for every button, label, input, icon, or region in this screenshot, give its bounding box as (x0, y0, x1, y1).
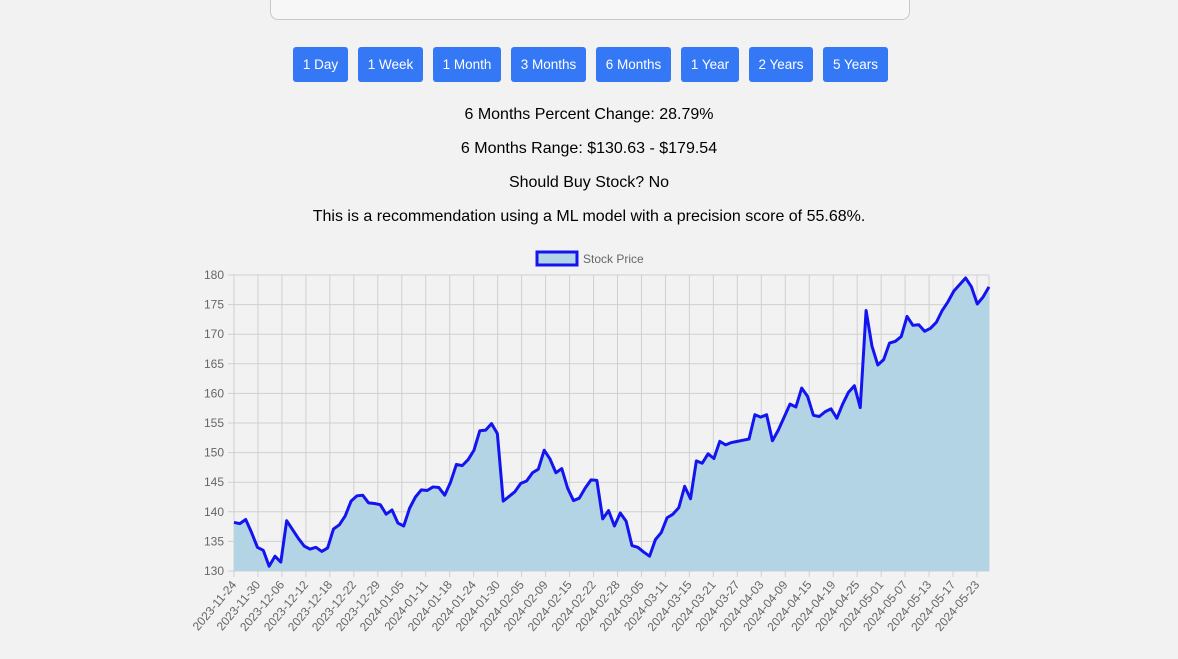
range-button-5-years[interactable]: 5 Years (823, 47, 888, 82)
search-input[interactable] (270, 0, 910, 20)
chart-legend[interactable]: Stock Price (535, 250, 644, 267)
range-button-1-day[interactable]: 1 Day (293, 47, 348, 82)
range-button-3-months[interactable]: 3 Months (511, 47, 586, 82)
price-line (233, 276, 991, 568)
y-tick-label: 160 (204, 386, 224, 400)
range-button-bar: 1 Day 1 Week 1 Month 3 Months 6 Months 1… (0, 47, 1178, 82)
range-button-1-year[interactable]: 1 Year (681, 47, 739, 82)
y-tick-label: 170 (204, 327, 224, 341)
range-button-6-months[interactable]: 6 Months (596, 47, 671, 82)
price-area-fill (234, 277, 989, 571)
y-tick-label: 165 (204, 357, 224, 371)
range-button-2-years[interactable]: 2 Years (749, 47, 813, 82)
y-axis: 130 135 140 145 150 155 160 165 170 175 180 (204, 268, 224, 578)
y-tick-label: 145 (204, 475, 224, 489)
y-tick-label: 130 (204, 564, 224, 578)
y-tick-label: 180 (204, 268, 224, 282)
y-tick-label: 135 (204, 534, 224, 548)
should-buy-text: Should Buy Stock? No (508, 174, 670, 191)
percent-change-text: 6 Months Percent Change: 28.79% (464, 106, 714, 123)
price-range-text: 6 Months Range: $130.63 - $179.54 (460, 140, 718, 157)
y-tick-label: 140 (204, 505, 224, 519)
range-button-1-week[interactable]: 1 Week (358, 47, 423, 82)
legend-swatch (535, 250, 579, 267)
range-button-1-month[interactable]: 1 Month (433, 47, 501, 82)
y-tick-label: 175 (204, 298, 224, 312)
stock-price-chart: 130 135 140 145 150 155 160 165 170 175 180 2023-1… (190, 250, 991, 634)
y-tick-label: 155 (204, 416, 224, 430)
recommendation-text: This is a recommendation using a ML mode… (312, 208, 866, 225)
x-axis: 2023-11-242023-11-302023-12-062023-12-12… (190, 578, 983, 634)
y-tick-label: 150 (204, 446, 224, 460)
chart-area-layer (233, 276, 991, 571)
legend-label: Stock Price (583, 252, 644, 266)
